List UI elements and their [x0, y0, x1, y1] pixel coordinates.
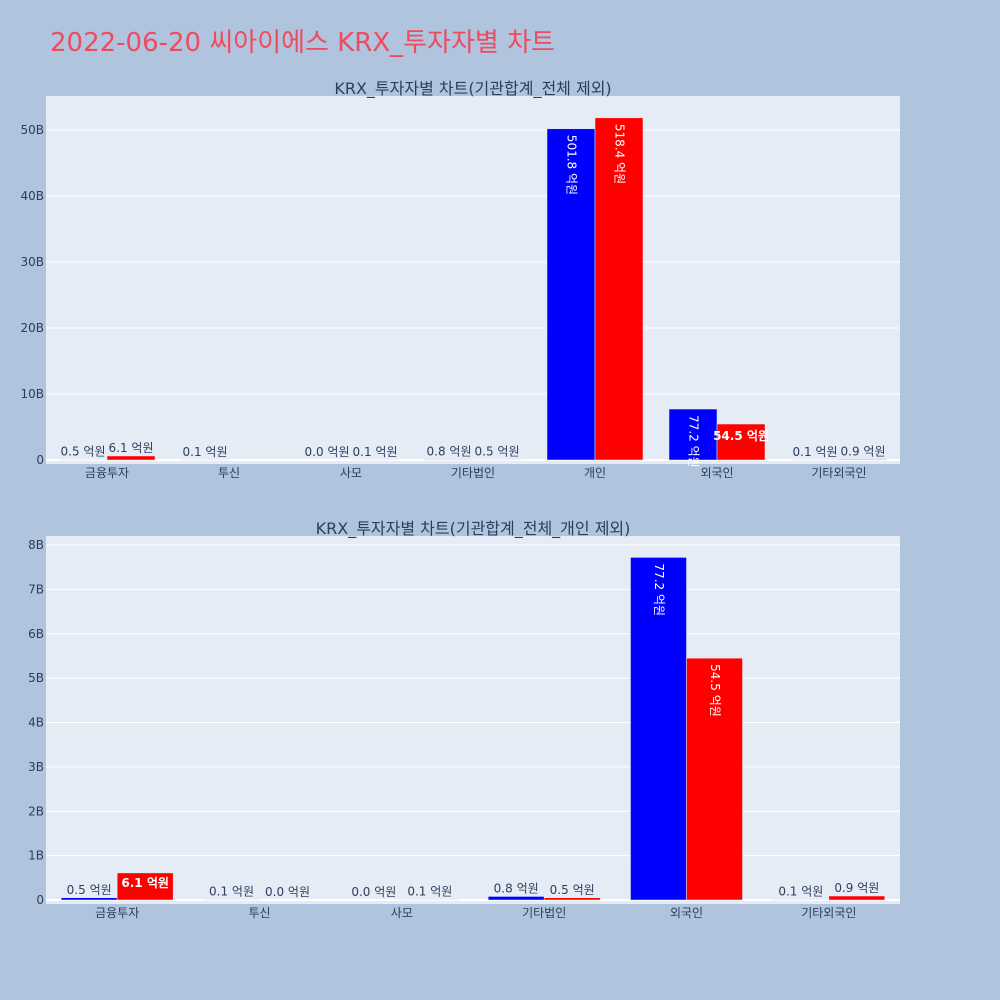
plot-area [46, 96, 900, 464]
data-label: 0.8 억원 [494, 881, 539, 895]
data-label: 0.5 억원 [550, 883, 595, 897]
x-tick-label: 금융투자 [95, 906, 139, 920]
x-tick-label: 기타법인 [451, 466, 495, 480]
data-label: 6.1 억원 [109, 441, 154, 455]
bar [594, 117, 644, 461]
data-label: 0.8 억원 [427, 444, 472, 458]
y-tick-label: 5B [28, 671, 44, 685]
chart-subtitle: KRX_투자자별 차트(기관합계_전체_개인 제외) [316, 519, 631, 539]
data-label: 77.2 억원 [652, 563, 666, 616]
y-tick-label: 4B [28, 716, 44, 730]
y-tick-label: 20B [20, 321, 44, 335]
data-label: 6.1 억원 [121, 876, 169, 890]
data-label: 0.5 억원 [61, 445, 106, 459]
data-label: 0.1 억원 [183, 445, 228, 459]
y-tick-label: 7B [28, 582, 44, 596]
page-title: 2022-06-20 씨아이에스 KRX_투자자별 차트 [50, 28, 555, 58]
data-label: 0.1 억원 [793, 445, 838, 459]
y-tick-label: 8B [28, 538, 44, 552]
data-label: 0.0 억원 [305, 445, 350, 459]
bar [686, 657, 743, 901]
data-label: 0.1 억원 [407, 885, 452, 899]
bar [543, 897, 601, 901]
data-label: 0.0 억원 [265, 885, 310, 899]
data-label: 0.9 억원 [841, 444, 886, 458]
bar [60, 897, 118, 901]
bar [116, 872, 174, 901]
y-tick-label: 3B [28, 760, 44, 774]
x-tick-label: 투신 [218, 466, 240, 480]
bar [487, 896, 545, 901]
x-tick-label: 투신 [248, 906, 270, 920]
x-tick-label: 기타법인 [522, 906, 566, 920]
bar [106, 455, 156, 461]
data-label: 0.1 억원 [209, 885, 254, 899]
data-label: 501.8 억원 [565, 135, 579, 195]
bar [828, 895, 886, 901]
data-label: 0.0 억원 [351, 885, 396, 899]
bar [668, 408, 718, 461]
data-label: 518.4 억원 [613, 124, 627, 184]
y-tick-label: 50B [20, 123, 44, 137]
chart-2: 0 1B 2B 3B 4B 5B 6B 7B 8B KRX_투자자별 차트(기관합계_전체_개인 … [28, 519, 900, 920]
data-label: 77.2 억원 [687, 415, 701, 468]
y-tick-label: 30B [20, 255, 44, 269]
data-label: 54.5 억원 [713, 429, 769, 443]
bar [630, 557, 687, 901]
bar [716, 423, 766, 461]
x-tick-label: 외국인 [670, 906, 703, 920]
x-tick-label: 외국인 [700, 466, 733, 480]
x-tick-label: 기타외국인 [801, 906, 856, 920]
y-tick-label: 2B [28, 804, 44, 818]
data-label: 0.5 억원 [67, 883, 112, 897]
y-tick-label: 40B [20, 189, 44, 203]
x-tick-label: 사모 [340, 466, 362, 480]
plot-area [46, 536, 900, 904]
x-tick-label: 금융투자 [85, 466, 129, 480]
data-label: 0.5 억원 [475, 445, 520, 459]
chart-1: 0 10B 20B 30B 40B 50B KRX_투자자별 차트(기관합계_전체 제외) 금… [20, 79, 900, 480]
x-tick-label: 개인 [584, 466, 606, 480]
x-tick-label: 사모 [391, 906, 413, 920]
data-label: 0.1 억원 [778, 885, 823, 899]
data-label: 54.5 억원 [708, 664, 722, 717]
bar [838, 459, 888, 461]
x-tick-label: 기타외국인 [811, 466, 866, 480]
chart-subtitle: KRX_투자자별 차트(기관합계_전체 제외) [334, 79, 611, 99]
y-tick-label: 1B [28, 849, 44, 863]
data-label: 0.9 억원 [834, 881, 879, 895]
y-tick-label: 0 [36, 893, 44, 907]
y-tick-label: 6B [28, 627, 44, 641]
y-tick-label: 0 [36, 453, 44, 467]
y-tick-label: 10B [20, 387, 44, 401]
data-label: 0.1 억원 [353, 445, 398, 459]
bar [424, 459, 474, 461]
